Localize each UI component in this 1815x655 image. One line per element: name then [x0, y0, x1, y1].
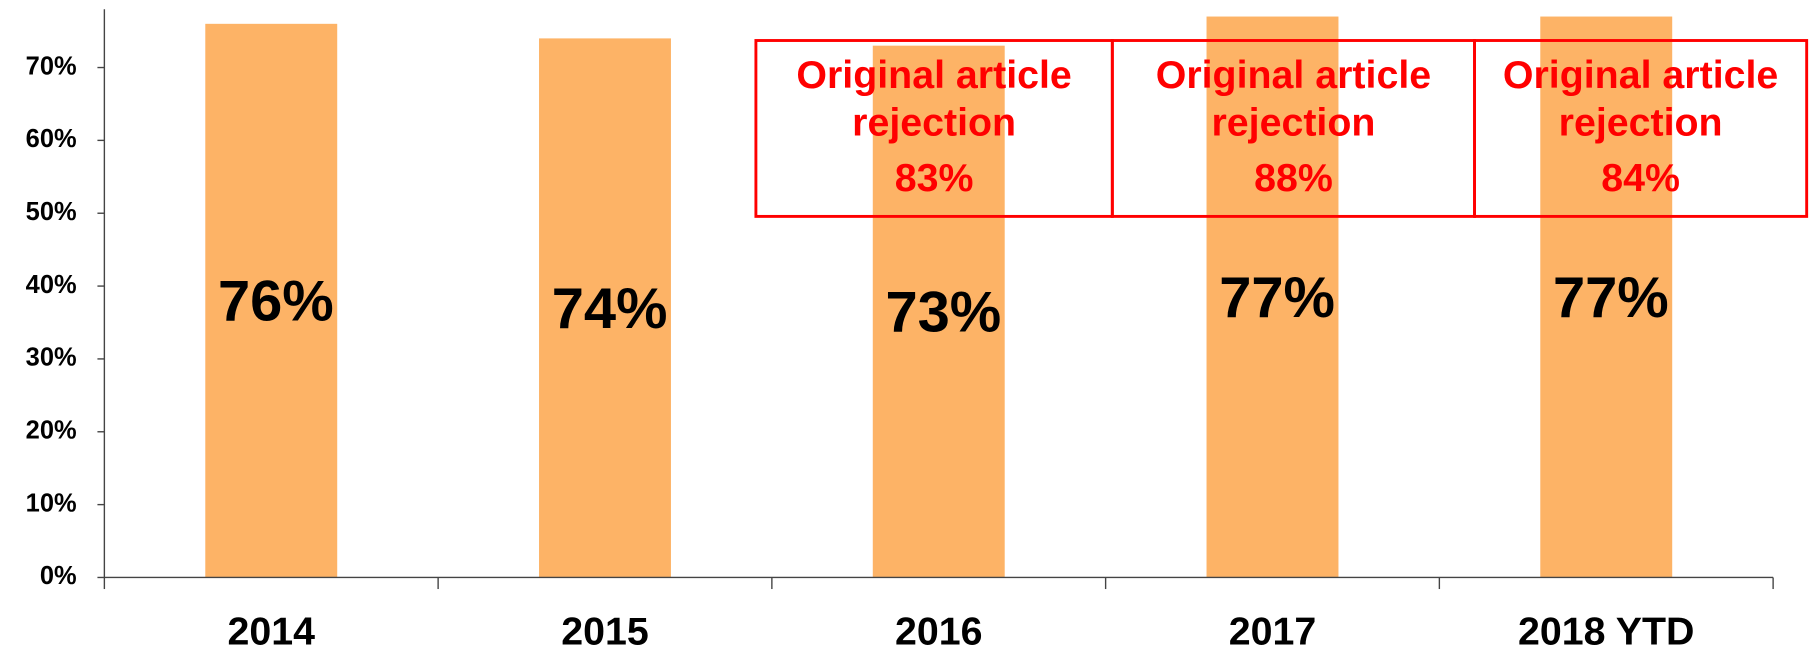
y-tick-label: 70% [26, 52, 77, 80]
annotation-text: 88% [1254, 156, 1333, 200]
value-label: 73% [885, 280, 1001, 344]
y-tick-label: 60% [26, 125, 77, 153]
y-tick-label: 50% [26, 198, 77, 226]
annotation-text: rejection [852, 100, 1016, 144]
x-tick-label: 2017 [1229, 610, 1317, 654]
value-label: 74% [552, 277, 668, 341]
bar [539, 38, 671, 578]
bar [1540, 16, 1673, 578]
y-tick-label: 40% [26, 271, 77, 299]
value-label: 76% [218, 270, 334, 334]
y-tick-label: 0% [40, 562, 77, 590]
annotation-text: rejection [1559, 100, 1723, 144]
bar [872, 45, 1005, 578]
annotation-text: 84% [1601, 156, 1680, 200]
bar [1206, 16, 1339, 578]
value-label: 77% [1219, 266, 1335, 330]
annotation-text: Original article [1503, 53, 1778, 97]
value-label: 77% [1553, 266, 1669, 330]
annotation-text: rejection [1211, 100, 1375, 144]
annotation-text: Original article [1156, 53, 1431, 97]
x-tick-label: 2018 YTD [1518, 610, 1694, 654]
annotation-box [1473, 39, 1809, 218]
y-tick-label: 30% [26, 344, 77, 372]
x-tick-label: 2016 [895, 610, 983, 654]
x-tick-label: 2014 [227, 610, 315, 654]
annotation-text: Original article [796, 53, 1071, 97]
annotation-text: 83% [895, 156, 974, 200]
y-tick-label: 10% [26, 489, 77, 517]
bar [205, 23, 338, 578]
x-tick-label: 2015 [561, 610, 649, 654]
y-tick-label: 20% [26, 416, 77, 444]
